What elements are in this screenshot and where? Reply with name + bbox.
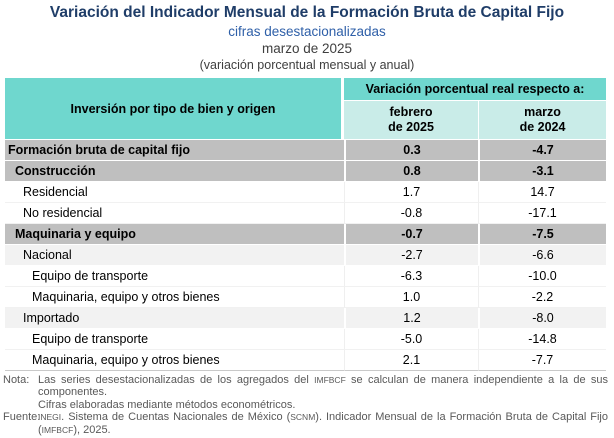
table-row: Maquinaria, equipo y otros bienes 2.1 -7.7 <box>5 350 606 371</box>
column-header-line: de 2024 <box>519 120 566 134</box>
value-mar-2024: -7.5 <box>478 224 606 245</box>
column-header-line: marzo <box>524 105 561 119</box>
table-row: Formación bruta de capital fijo 0.3 -4.7 <box>5 140 606 161</box>
fuente-block: Fuente: INEGI. Sistema de Cuentas Nacion… <box>3 411 608 436</box>
footnotes: Nota: Las series desestacionalizadas de … <box>3 374 608 436</box>
table-row: Maquinaria y equipo -0.7 -7.5 <box>5 224 606 245</box>
row-label: Equipo de transporte <box>5 329 344 350</box>
row-label: Construcción <box>5 161 344 182</box>
value-feb-2025: 0.3 <box>344 140 478 161</box>
fuente-text-segment: . Sistema de Cuentas Nacionales de Méxic… <box>61 411 291 424</box>
table-header: Inversión por tipo de bien y origen Vari… <box>5 78 606 140</box>
table-row: Equipo de transporte -5.0 -14.8 <box>5 329 606 350</box>
table-row: Maquinaria, equipo y otros bienes 1.0 -2.2 <box>5 287 606 308</box>
table-row: No residencial -0.8 -17.1 <box>5 203 606 224</box>
header-row-group: Inversión por tipo de bien y origen Vari… <box>5 78 606 140</box>
value-mar-2024: -17.1 <box>478 203 606 224</box>
fuente-label: Fuente: <box>3 411 41 424</box>
value-feb-2025: -6.3 <box>344 266 478 287</box>
row-label: Maquinaria, equipo y otros bienes <box>5 350 344 371</box>
column-header-mar-2024: marzo de 2024 <box>478 101 606 140</box>
row-label: Formación bruta de capital fijo <box>5 140 344 161</box>
value-feb-2025: -2.7 <box>344 245 478 266</box>
value-feb-2025: -5.0 <box>344 329 478 350</box>
acronym-imfbcf: IMFBCF <box>314 375 346 385</box>
column-group-header: Variación porcentual real respecto a: <box>344 78 606 101</box>
value-feb-2025: -0.7 <box>344 224 478 245</box>
nota-text-segment: se calculan de manera independiente a la… <box>38 374 609 399</box>
title-block: Variación del Indicador Mensual de la Fo… <box>0 0 614 73</box>
value-feb-2025: -0.8 <box>344 203 478 224</box>
fuente-text-segment: ). Indicador Mensual de la Formación Bru… <box>38 411 608 436</box>
acronym-imfbcf: IMFBCF <box>41 424 74 435</box>
row-label: No residencial <box>5 203 344 224</box>
acronym-inegi: INEGI <box>38 412 62 423</box>
value-mar-2024: -2.2 <box>478 287 606 308</box>
value-mar-2024: 14.7 <box>478 182 606 203</box>
column-header-line: febrero <box>389 105 433 119</box>
nota-label: Nota: <box>3 374 30 386</box>
fuente-text-segment: ), 2025. <box>73 423 111 436</box>
row-label: Equipo de transporte <box>5 266 344 287</box>
row-label: Maquinaria, equipo y otros bienes <box>5 287 344 308</box>
table-body: Formación bruta de capital fijo 0.3 -4.7 Co… <box>5 140 606 371</box>
row-label: Maquinaria y equipo <box>5 224 344 245</box>
period-label: marzo de 2025 <box>261 41 353 56</box>
value-feb-2025: 1.7 <box>344 182 478 203</box>
value-mar-2024: -10.0 <box>478 266 606 287</box>
table-row: Equipo de transporte -6.3 -10.0 <box>5 266 606 287</box>
value-mar-2024: -4.7 <box>478 140 606 161</box>
nota-text-segment: Las series desestacionalizadas de los ag… <box>38 374 315 386</box>
column-header-feb-2025: febrero de 2025 <box>344 101 478 140</box>
data-table: Inversión por tipo de bien y origen Vari… <box>5 78 606 371</box>
value-feb-2025: 0.8 <box>344 161 478 182</box>
table-row: Importado 1.2 -8.0 <box>5 308 606 329</box>
nota-line-1: Las series desestacionalizadas de los ag… <box>38 374 608 399</box>
page-title: Variación del Indicador Mensual de la Fo… <box>49 4 565 21</box>
value-mar-2024: -14.8 <box>478 329 606 350</box>
table-row: Residencial 1.7 14.7 <box>5 182 606 203</box>
table-row: Nacional -2.7 -6.6 <box>5 245 606 266</box>
nota-text: Las series desestacionalizadas de los ag… <box>38 374 608 411</box>
value-feb-2025: 1.0 <box>344 287 478 308</box>
value-mar-2024: -7.7 <box>478 350 606 371</box>
page-subtitle: cifras desestacionalizadas <box>228 24 386 39</box>
fuente-text: INEGI. Sistema de Cuentas Nacionales de … <box>38 411 608 436</box>
value-feb-2025: 1.2 <box>344 308 478 329</box>
value-feb-2025: 2.1 <box>344 350 478 371</box>
row-dimension-header: Inversión por tipo de bien y origen <box>5 78 344 140</box>
row-label: Nacional <box>5 245 344 266</box>
table-row: Construcción 0.8 -3.1 <box>5 161 606 182</box>
acronym-scnm: SCNM <box>290 412 316 423</box>
nota-block: Nota: Las series desestacionalizadas de … <box>3 374 608 411</box>
nota-line-2: Cifras elaboradas mediante métodos econo… <box>38 398 296 411</box>
measure-note: (variación porcentual mensual y anual) <box>199 58 415 72</box>
value-mar-2024: -6.6 <box>478 245 606 266</box>
header-row-columns: febrero de 2025 marzo de 2024 <box>5 101 606 140</box>
value-mar-2024: -3.1 <box>478 161 606 182</box>
column-header-line: de 2025 <box>388 120 434 134</box>
row-label: Residencial <box>5 182 344 203</box>
value-mar-2024: -8.0 <box>478 308 606 329</box>
fuente-line: INEGI. Sistema de Cuentas Nacionales de … <box>38 411 608 436</box>
row-label: Importado <box>5 308 344 329</box>
